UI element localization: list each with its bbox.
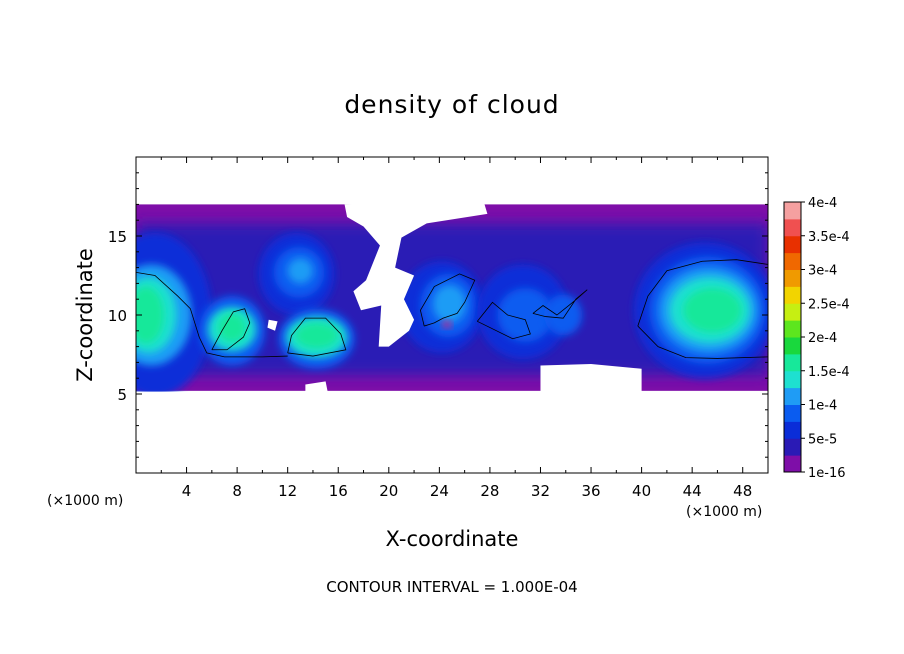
colorbar-label: 1e-4	[808, 399, 837, 414]
contour-line	[637, 325, 768, 359]
colorbar-swatch	[784, 404, 801, 422]
density-field	[136, 157, 768, 473]
x-unit-label: (×1000 m)	[686, 504, 762, 520]
density-blob	[497, 288, 554, 342]
y-axis: 5 10 15	[108, 172, 768, 458]
colorbar-swatch	[784, 252, 801, 270]
contour-line	[637, 259, 768, 327]
x-tick-label: 8	[232, 482, 242, 500]
contour-line	[287, 317, 347, 357]
colorbar-label: 3.5e-4	[808, 230, 850, 245]
contour-interval-note: CONTOUR INTERVAL = 1.000E-04	[326, 578, 577, 596]
colorbar-swatch	[784, 235, 801, 254]
colorbar-swatch	[784, 202, 801, 220]
x-tick-label: 16	[329, 482, 348, 500]
density-spot	[441, 320, 452, 329]
y-axis-title: Z-coordinate	[73, 248, 97, 382]
colorbar-swatch	[784, 286, 801, 304]
colorbar-swatch	[784, 421, 801, 439]
y-tick-label: 10	[108, 307, 127, 325]
chart-title: density of cloud	[344, 90, 559, 119]
x-tick-label: 24	[430, 482, 449, 500]
contour-line	[532, 289, 588, 319]
colorbar-label: 2.5e-4	[808, 297, 850, 312]
x-tick-label: 36	[581, 482, 600, 500]
clear-air-gap	[540, 363, 642, 394]
colorbar-label: 1.5e-4	[808, 365, 850, 380]
x-tick-label: 48	[733, 482, 752, 500]
density-blob	[136, 286, 164, 344]
colorbar-swatch	[784, 303, 801, 321]
colorbar-label: 3e-4	[808, 264, 837, 279]
colorbar-swatch	[784, 387, 801, 405]
colorbar-swatch	[784, 438, 801, 456]
x-tick-label: 20	[379, 482, 398, 500]
density-blob	[295, 322, 339, 349]
z-unit-label: (×1000 m)	[47, 493, 123, 509]
density-blob	[287, 258, 313, 284]
density-blob	[683, 288, 742, 333]
contour-line	[419, 273, 476, 327]
colorbar-swatch	[784, 455, 801, 473]
contour-line	[136, 271, 288, 358]
x-tick-label: 28	[480, 482, 499, 500]
x-axis: 4 8 12 16 20 24 28 32 36 40 44 48	[160, 157, 752, 500]
x-tick-label: 4	[182, 482, 192, 500]
colorbar: 1e-16 5e-5 1e-4 1.5e-4 2e-4 2.5e-4 3e-4 3.5e-4 4…	[783, 196, 850, 481]
density-blob	[433, 284, 466, 323]
contour-line	[476, 301, 531, 340]
x-tick-label: 12	[278, 482, 297, 500]
colorbar-swatch	[784, 370, 801, 389]
colorbar-label: 2e-4	[808, 331, 837, 346]
colorbar-swatch	[784, 320, 801, 338]
clear-air-gap	[136, 391, 768, 473]
colorbar-label: 5e-5	[808, 432, 837, 447]
x-tick-label: 40	[632, 482, 651, 500]
y-tick-label: 15	[108, 228, 127, 246]
x-tick-label: 32	[531, 482, 550, 500]
colorbar-swatch	[784, 218, 801, 237]
colorbar-swatch	[784, 269, 801, 287]
clear-air-gap	[267, 319, 278, 331]
clear-air-gap	[136, 157, 768, 204]
density-blob	[218, 313, 246, 342]
clear-air-gap	[344, 201, 488, 347]
colorbar-label: 1e-16	[808, 466, 846, 481]
contour-line	[211, 308, 251, 351]
colorbar-swatch	[784, 337, 801, 355]
x-axis-title: X-coordinate	[386, 527, 519, 551]
colorbar-swatch	[784, 353, 801, 372]
density-blob	[544, 294, 583, 336]
clear-air-gap	[305, 381, 329, 394]
colorbar-label: 4e-4	[808, 196, 837, 211]
x-tick-label: 44	[683, 482, 702, 500]
y-tick-label: 5	[117, 386, 127, 404]
